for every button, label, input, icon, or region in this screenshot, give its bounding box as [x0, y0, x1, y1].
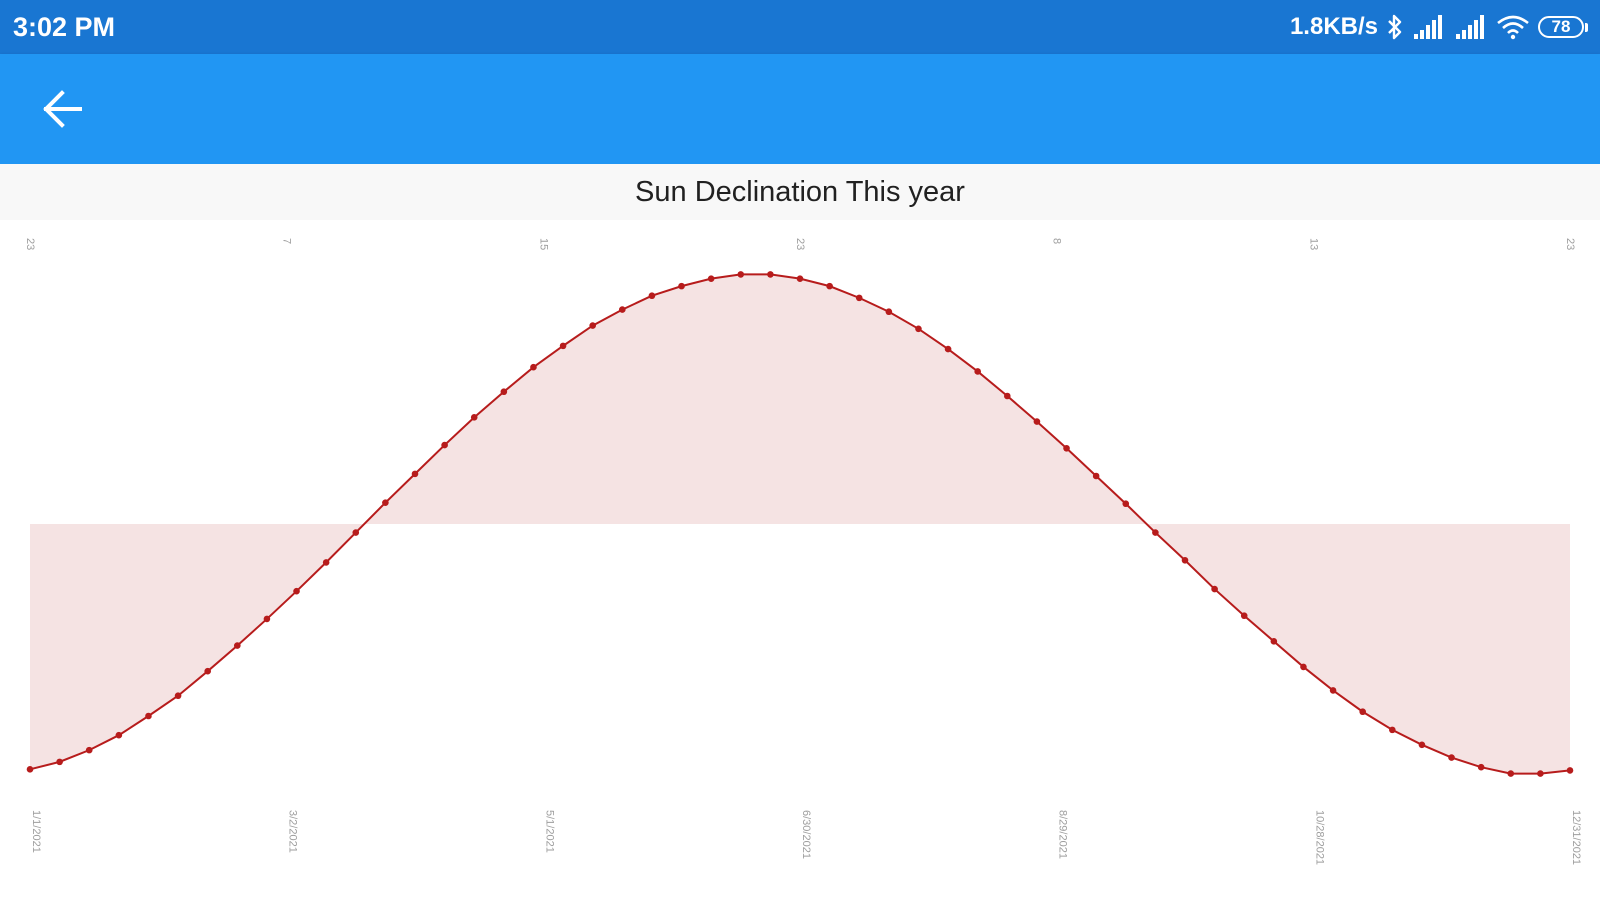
data-point	[915, 325, 922, 333]
data-point	[1122, 500, 1130, 508]
data-point	[470, 414, 478, 421]
data-point	[352, 529, 360, 536]
app-bar	[0, 54, 1600, 164]
data-point	[1152, 529, 1159, 536]
data-point	[974, 368, 981, 375]
top-tick-label: 8	[1051, 238, 1063, 244]
wifi-icon	[1497, 15, 1529, 40]
signal-icon	[1414, 15, 1442, 39]
x-tick-label: 3/2/2021	[287, 810, 299, 853]
data-point	[619, 306, 626, 313]
data-point	[1063, 444, 1070, 452]
data-point	[1092, 472, 1100, 480]
battery-level: 78	[1538, 16, 1584, 38]
data-point	[707, 275, 715, 282]
data-point	[589, 322, 596, 329]
data-point	[1566, 767, 1574, 774]
data-point	[1418, 741, 1426, 749]
data-point	[115, 731, 123, 739]
data-point	[322, 559, 330, 566]
data-point	[174, 692, 182, 700]
data-point	[1477, 763, 1485, 771]
data-point	[1240, 612, 1248, 620]
data-point	[796, 275, 804, 282]
data-point	[204, 667, 211, 675]
data-point	[1359, 708, 1366, 716]
x-tick-label: 12/31/2021	[1570, 810, 1582, 865]
status-icons: 1.8KB/s 78	[1290, 13, 1588, 41]
data-point	[234, 642, 241, 649]
chart-title-bar: Sun Declination This year	[0, 164, 1600, 220]
x-tick-label: 5/1/2021	[543, 810, 555, 853]
data-point	[263, 615, 271, 623]
network-speed: 1.8KB/s	[1289, 13, 1378, 40]
top-tick-label: 13	[1307, 238, 1319, 250]
battery-icon: 78	[1538, 16, 1588, 38]
declination-chart: 1/1/2021 3/2/2021 5/1/2021 6/30/2021 8/29/20…	[24, 238, 1582, 865]
x-tick-label: 8/29/2021	[1057, 810, 1069, 859]
status-time: 3:02 PM	[13, 11, 116, 42]
data-point	[26, 766, 34, 773]
data-point	[885, 308, 893, 316]
data-point	[767, 271, 774, 278]
bluetooth-icon	[1388, 14, 1402, 40]
data-point	[1448, 754, 1455, 761]
area-fill	[30, 274, 1570, 774]
x-tick-label: 10/28/2021	[1313, 810, 1325, 865]
signal-icon	[1456, 15, 1484, 39]
data-point	[1300, 663, 1307, 671]
data-point	[944, 345, 952, 353]
top-tick-label: 15	[537, 238, 549, 250]
data-point	[441, 441, 448, 449]
data-point	[530, 363, 537, 371]
data-point	[1004, 392, 1011, 400]
chart-title: Sun Declination This year	[635, 175, 965, 208]
data-point	[1389, 726, 1396, 734]
data-point	[648, 292, 656, 300]
data-point	[1329, 687, 1337, 694]
data-point	[559, 342, 567, 350]
data-point	[1507, 770, 1515, 777]
data-point	[1270, 638, 1278, 645]
data-point	[411, 470, 419, 478]
x-tick-label: 1/1/2021	[30, 810, 42, 853]
data-point	[56, 758, 63, 766]
data-point	[1181, 556, 1189, 564]
top-tick-label: 23	[1564, 238, 1576, 250]
data-point	[1537, 770, 1544, 777]
data-point	[293, 587, 300, 595]
data-point	[1211, 585, 1218, 593]
arrow-back-icon[interactable]	[36, 84, 90, 134]
top-tick-label: 23	[24, 238, 36, 250]
x-tick-label: 6/30/2021	[800, 810, 812, 859]
data-point	[737, 271, 745, 278]
data-point	[826, 282, 833, 290]
data-point	[855, 294, 863, 302]
data-point	[1033, 418, 1041, 425]
data-point	[678, 282, 685, 290]
data-point	[85, 746, 93, 754]
status-bar: 3:02 PM 1.8KB/s 78	[0, 0, 1600, 54]
data-point	[500, 388, 508, 396]
data-point	[382, 499, 389, 506]
data-point	[145, 712, 152, 720]
top-tick-label: 23	[794, 238, 806, 250]
top-tick-label: 7	[281, 238, 293, 244]
